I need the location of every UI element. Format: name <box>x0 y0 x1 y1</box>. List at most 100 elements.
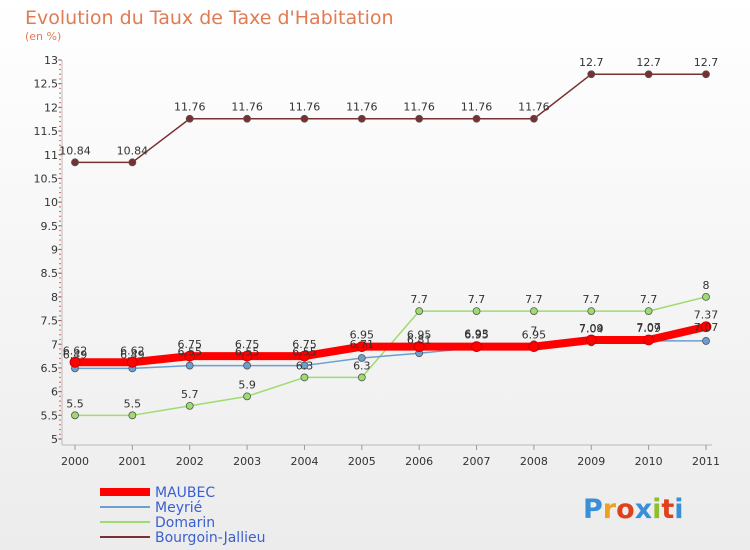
y-minor-dot <box>59 310 61 312</box>
y-minor-dot <box>59 305 61 308</box>
y-minor-dot <box>59 196 61 199</box>
y-minor-dot <box>59 163 61 165</box>
y-minor-dot <box>59 329 61 331</box>
x-tick-label: 2001 <box>118 455 146 468</box>
data-label: 7.7 <box>525 293 543 306</box>
y-minor-dot <box>59 215 61 218</box>
x-tick-label: 2005 <box>348 455 376 468</box>
data-label: 11.76 <box>231 101 263 114</box>
y-minor-dot <box>59 338 61 341</box>
data-label: 7.09 <box>636 322 661 335</box>
y-minor-dot <box>59 239 61 241</box>
y-minor-dot <box>59 106 61 109</box>
y-minor-dot <box>59 319 61 322</box>
data-point <box>243 361 251 370</box>
data-point <box>702 337 710 345</box>
y-minor-dot <box>59 348 61 350</box>
y-tick-label: 10.5 <box>34 172 59 185</box>
y-minor-dot <box>59 400 61 402</box>
y-minor-dot <box>59 182 61 184</box>
y-minor-dot <box>59 371 61 374</box>
y-tick-label: 7 <box>51 338 58 351</box>
data-point <box>356 341 368 353</box>
y-tick-label: 5 <box>51 433 58 446</box>
y-minor-dot <box>59 116 61 118</box>
y-minor-dot <box>59 438 61 440</box>
data-label: 7.7 <box>640 293 658 306</box>
y-minor-dot <box>59 234 61 236</box>
data-point <box>587 307 596 315</box>
logo-letter: i <box>652 494 661 525</box>
y-minor-dot <box>59 390 61 393</box>
data-label: 7.07 <box>636 321 661 334</box>
data-point <box>700 321 712 333</box>
y-minor-dot <box>59 419 61 421</box>
legend-label: Domarin <box>155 515 215 531</box>
data-point <box>702 292 710 301</box>
data-label: 6.49 <box>120 348 145 361</box>
y-tick-label: 9.5 <box>41 220 59 233</box>
chart-title: Evolution du Taux de Taxe d'Habitation <box>25 7 394 29</box>
y-tick-label: 5.5 <box>41 409 59 422</box>
y-minor-dot <box>59 353 61 355</box>
data-point <box>415 307 424 315</box>
y-minor-dot <box>59 272 61 274</box>
data-point <box>357 114 366 123</box>
y-tick-label: 11.5 <box>34 125 59 138</box>
data-point <box>243 392 251 401</box>
data-label: 10.84 <box>117 144 149 157</box>
x-tick-label: 2007 <box>463 455 491 468</box>
y-minor-dot <box>59 229 61 232</box>
data-label: 6.71 <box>350 338 375 351</box>
y-tick-label: 10 <box>44 196 58 209</box>
y-minor-dot <box>59 291 61 293</box>
data-label: 6.55 <box>177 346 202 359</box>
logo-letter: i <box>674 494 683 525</box>
data-label: 7.7 <box>468 293 486 306</box>
y-minor-dot <box>59 386 61 388</box>
data-point <box>300 361 309 370</box>
data-label: 11.76 <box>461 101 493 114</box>
y-minor-dot <box>59 381 61 383</box>
y-minor-dot <box>59 220 61 222</box>
y-minor-dot <box>59 405 61 407</box>
y-minor-dot <box>59 154 61 156</box>
y-minor-dot <box>59 125 61 128</box>
data-label: 6.95 <box>522 329 547 342</box>
y-minor-dot <box>59 286 61 289</box>
y-minor-dot <box>59 158 61 161</box>
y-minor-dot <box>59 82 61 85</box>
y-minor-dot <box>59 130 61 132</box>
y-minor-dot <box>59 120 61 123</box>
y-minor-dot <box>59 376 61 379</box>
logo-letter: r <box>603 494 617 525</box>
data-label: 6.55 <box>235 346 260 359</box>
y-minor-dot <box>59 428 61 431</box>
data-label: 6.49 <box>63 348 88 361</box>
data-point <box>300 114 309 123</box>
y-tick-label: 8 <box>51 291 58 304</box>
y-minor-dot <box>59 135 61 137</box>
y-minor-dot <box>59 324 61 326</box>
proxiti-logo: Proxiti <box>583 494 684 525</box>
chart-marks: 5 5.5 6 6.5 7 7.5 8 8.5 9 9.5 10 10.5 11 11.5 12 12.5 13… <box>34 54 721 468</box>
data-point <box>299 350 310 362</box>
y-minor-dot <box>59 244 61 246</box>
data-label: 7.7 <box>583 293 601 306</box>
logo-letter: t <box>661 494 674 525</box>
y-minor-dot <box>59 414 61 417</box>
y-minor-dot <box>59 144 61 146</box>
series-line-bourgoin-jallieu <box>75 73 706 164</box>
data-point <box>243 114 251 123</box>
logo-letter: o <box>616 494 635 525</box>
data-point <box>128 411 137 420</box>
data-point <box>530 307 538 315</box>
data-point <box>702 70 710 79</box>
y-minor-dot <box>59 68 61 71</box>
y-minor-dot <box>59 343 61 345</box>
x-tick-label: 2009 <box>577 455 605 468</box>
x-tick-label: 2002 <box>176 455 204 468</box>
x-tick-label: 2010 <box>635 455 663 468</box>
